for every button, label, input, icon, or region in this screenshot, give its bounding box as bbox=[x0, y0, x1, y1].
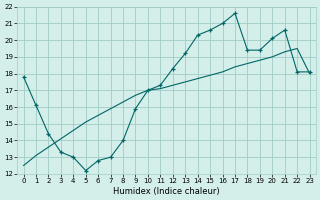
X-axis label: Humidex (Indice chaleur): Humidex (Indice chaleur) bbox=[113, 187, 220, 196]
